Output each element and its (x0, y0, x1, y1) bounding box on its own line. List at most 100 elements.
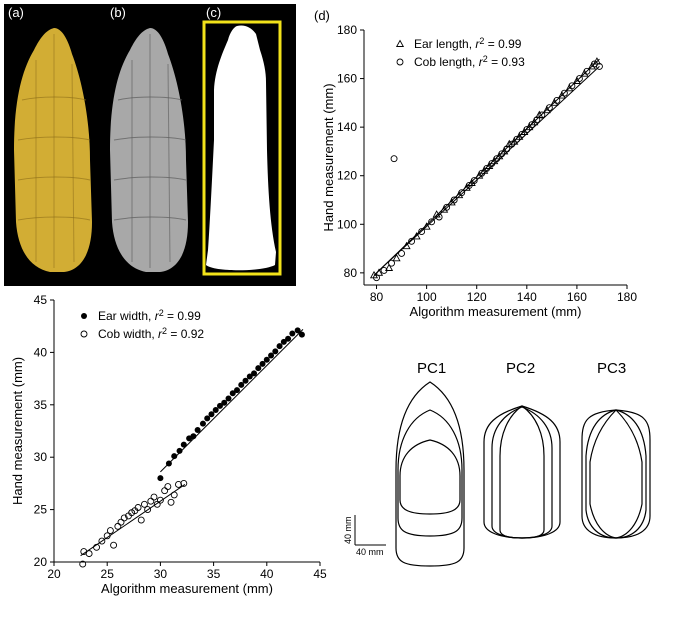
data-point (513, 135, 521, 143)
data-point (412, 231, 421, 240)
y-tick-label: 120 (337, 169, 357, 183)
data-point (478, 169, 486, 177)
data-point (147, 497, 155, 505)
data-point (384, 263, 394, 271)
data-point (447, 197, 456, 206)
data-point (470, 177, 478, 185)
y-tick-label: 25 (34, 503, 48, 517)
data-point (255, 365, 262, 372)
data-point (212, 407, 219, 414)
pc3-outlines (581, 409, 651, 539)
panel-label-a: (a) (8, 5, 24, 20)
data-point (161, 487, 169, 495)
ear-photo-color (14, 28, 92, 272)
pc2-outlines (483, 405, 561, 539)
x-tick-label: 35 (207, 567, 221, 581)
data-point (79, 560, 87, 568)
data-point (175, 480, 182, 488)
pc3-label: PC3 (597, 360, 626, 377)
data-point (140, 500, 148, 508)
data-point (120, 514, 128, 522)
scale-bar-vertical-label: 40 mm (343, 516, 353, 544)
data-point (398, 249, 406, 257)
panel-label-d: (d) (314, 8, 330, 23)
data-point (503, 145, 511, 153)
scale-bar (354, 515, 386, 546)
y-tick-label: 45 (34, 293, 48, 307)
x-tick-label: 25 (101, 567, 115, 581)
pc1-label: PC1 (417, 360, 446, 377)
y-tick-label: 160 (337, 72, 357, 86)
data-point (242, 377, 249, 384)
data-point (246, 373, 253, 380)
y-tick-label: 80 (344, 266, 358, 280)
x-tick-label: 120 (467, 290, 487, 304)
data-point (583, 67, 591, 75)
ear-photo-gray (110, 28, 188, 272)
legend-marker (395, 39, 405, 47)
data-point (117, 518, 125, 526)
data-point (276, 343, 283, 350)
data-point (272, 348, 279, 355)
data-point (523, 126, 531, 134)
data-point (85, 550, 93, 558)
x-tick-label: 20 (47, 567, 61, 581)
data-point (443, 203, 451, 211)
data-point (450, 196, 458, 204)
data-point (180, 479, 188, 487)
data-point (280, 338, 287, 345)
data-point (165, 460, 172, 467)
data-point (164, 483, 172, 490)
data-point (285, 335, 292, 342)
data-point (388, 259, 396, 267)
fit-line (160, 328, 304, 473)
x-tick-label: 160 (567, 290, 587, 304)
data-point (167, 498, 175, 506)
data-point (528, 121, 536, 129)
data-point (134, 504, 142, 511)
data-point (298, 331, 305, 338)
data-point (550, 98, 559, 106)
data-point (180, 441, 187, 448)
legend-entry: Cob width, r2 = 0.92 (98, 326, 204, 341)
data-point (518, 130, 526, 138)
data-point (225, 395, 232, 402)
legend-entry: Cob length, r2 = 0.93 (414, 54, 525, 69)
data-point (150, 493, 158, 501)
y-tick-label: 30 (34, 450, 48, 464)
data-point (557, 91, 566, 99)
data-point (110, 541, 118, 549)
data-point (542, 105, 551, 114)
data-point (465, 181, 473, 189)
data-point (418, 228, 426, 236)
data-point (98, 537, 106, 545)
x-tick-label: 100 (417, 290, 437, 304)
data-point (498, 150, 506, 158)
data-point (238, 381, 245, 388)
data-point (106, 527, 114, 535)
data-point (373, 274, 380, 282)
data-point (595, 62, 603, 70)
x-tick-label: 45 (313, 567, 327, 581)
data-point (402, 241, 411, 250)
data-point (435, 213, 443, 221)
data-point (572, 76, 581, 84)
data-point (422, 222, 431, 230)
data-point (268, 352, 275, 359)
data-point (199, 420, 206, 427)
pc-shape-panel: PC1 PC2 PC3 40 mm 40 mm (343, 360, 651, 567)
data-point (157, 475, 164, 482)
data-point (392, 253, 401, 262)
legend-entry: Ear width, r2 = 0.99 (98, 308, 201, 323)
x-tick-label: 180 (617, 290, 637, 304)
data-point (170, 491, 178, 499)
data-point (380, 266, 388, 274)
y-tick-label: 35 (34, 398, 48, 412)
pc1-outlines (395, 381, 465, 567)
data-point (229, 390, 236, 397)
x-tick-label: 30 (154, 567, 168, 581)
data-point (587, 61, 596, 70)
photo-panels: (a) (b) (c) (4, 4, 296, 286)
mask-bounding-box (202, 20, 282, 276)
